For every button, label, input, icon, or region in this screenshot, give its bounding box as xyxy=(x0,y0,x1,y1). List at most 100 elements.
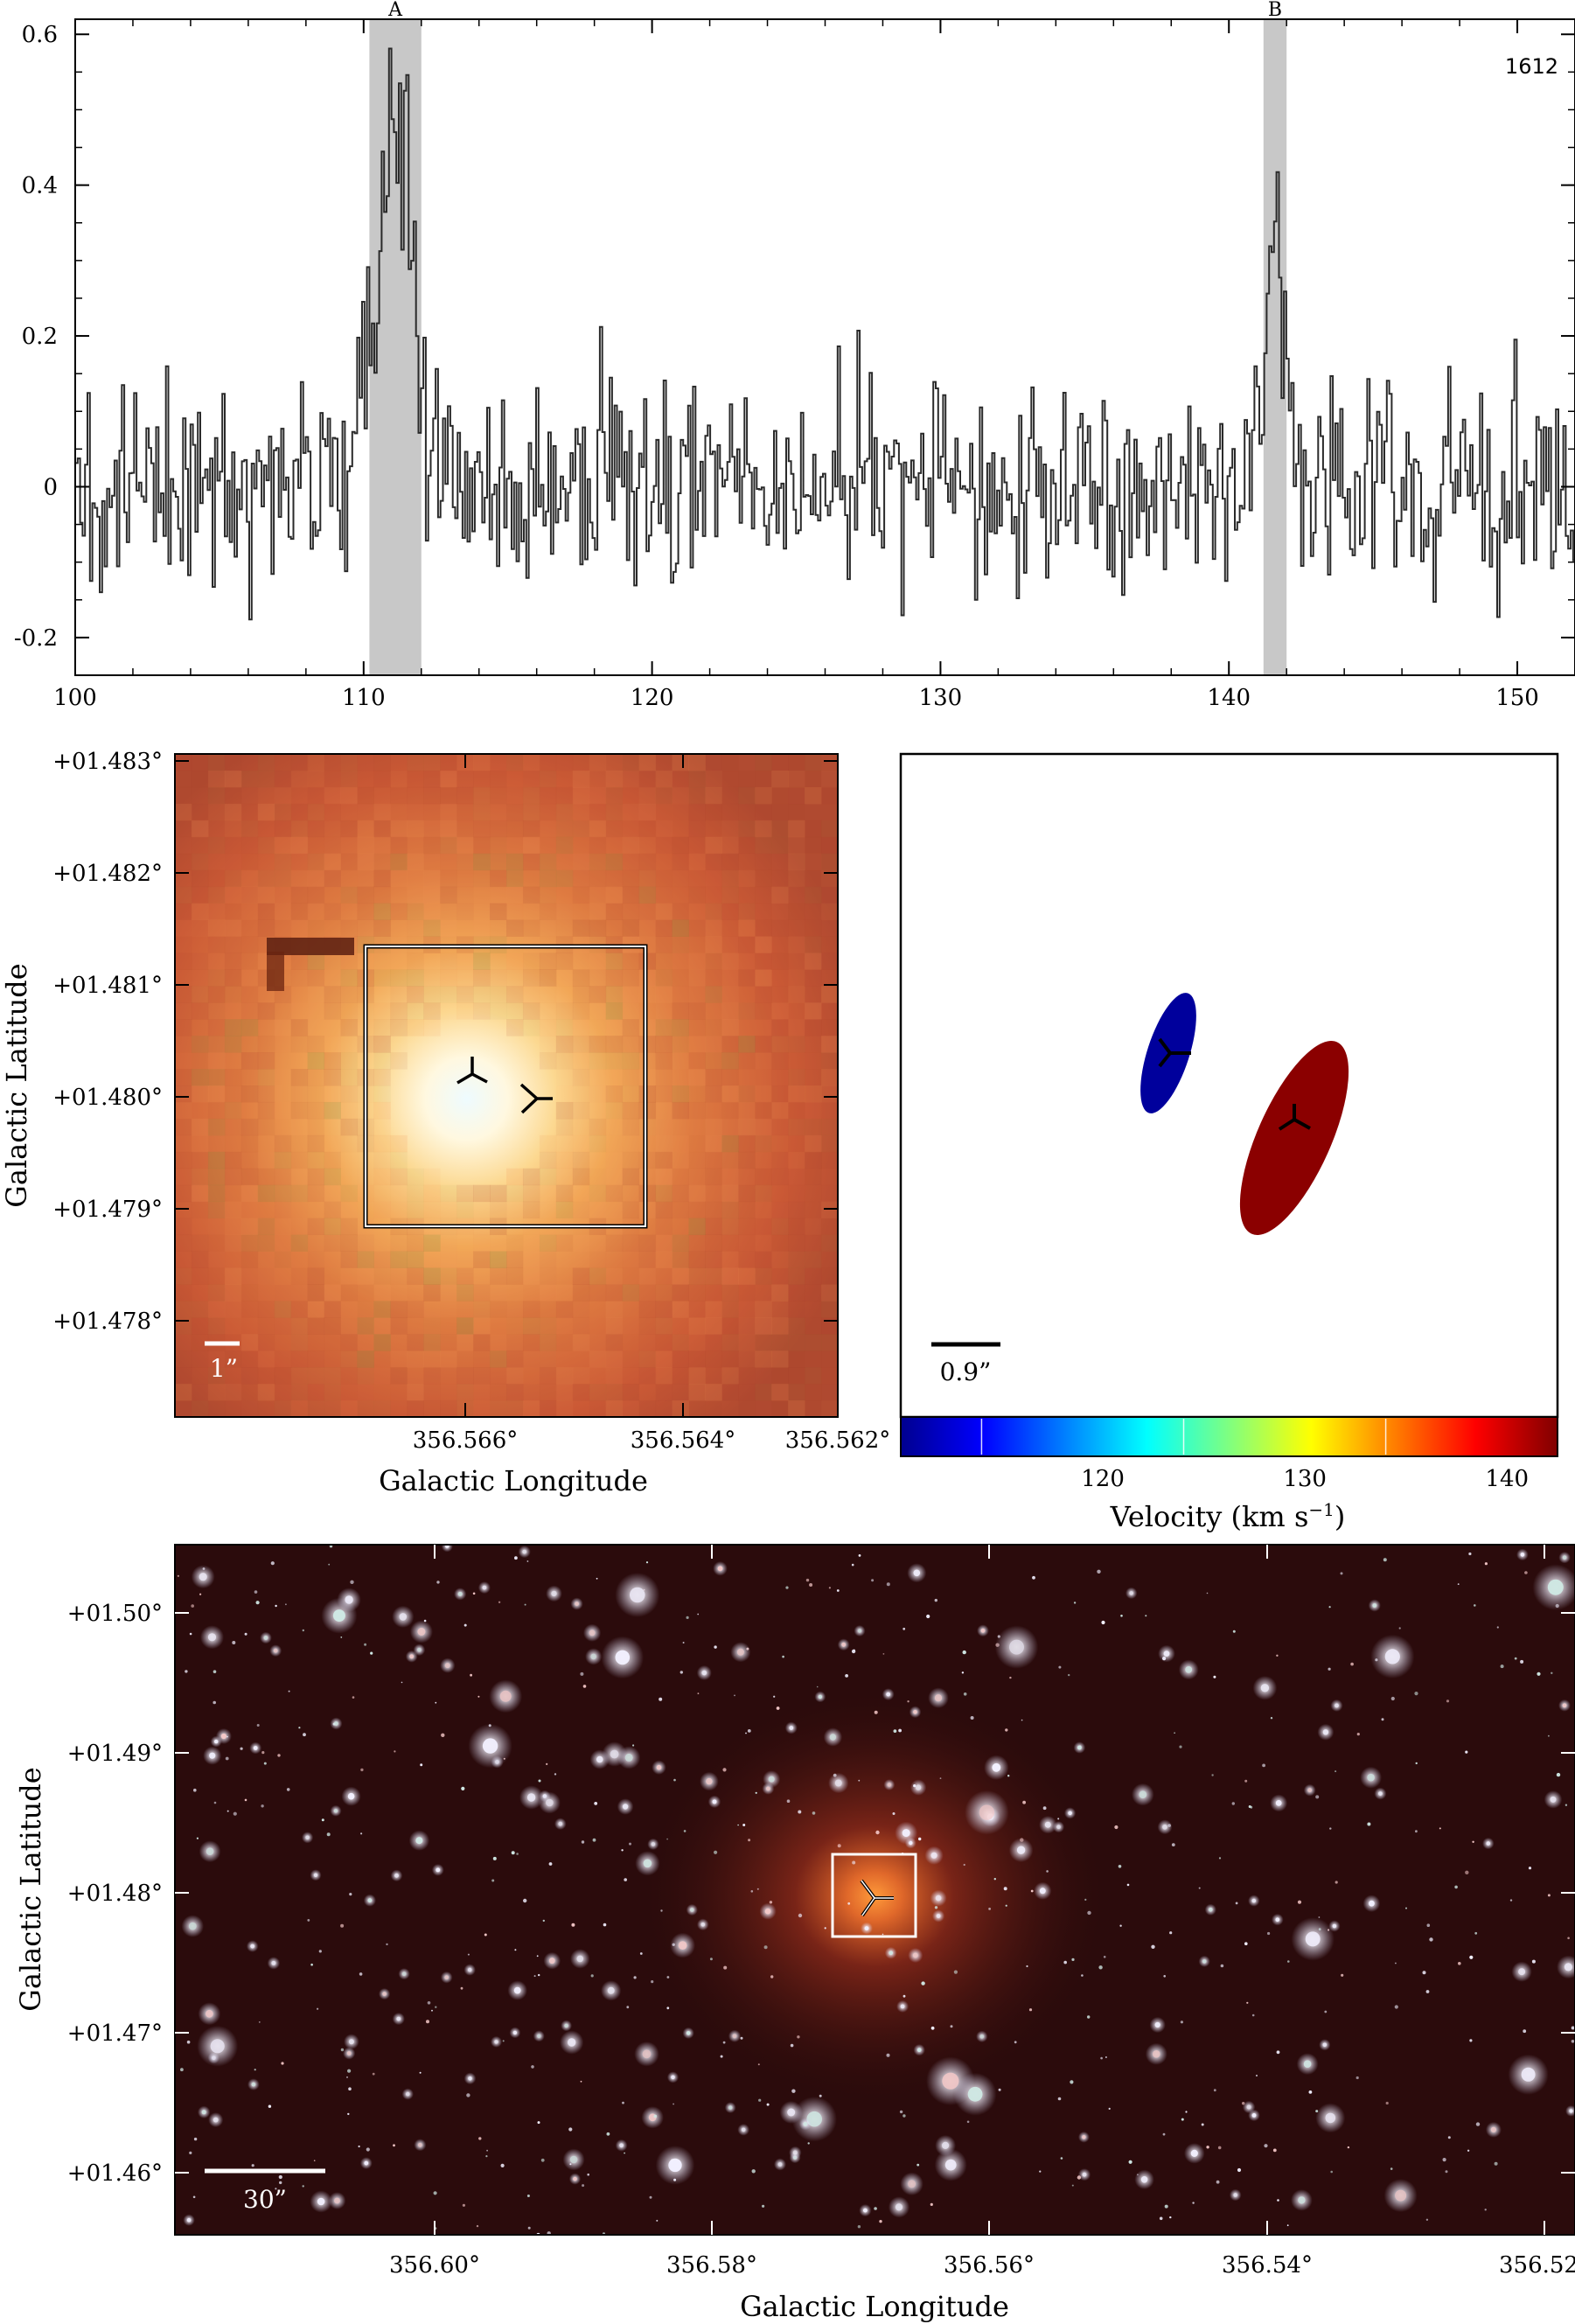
zoom-pixel xyxy=(622,1201,640,1219)
zoom-pixel xyxy=(390,770,408,788)
zoom-pixel xyxy=(208,1252,225,1268)
zoom-pixel xyxy=(357,919,374,937)
zoom-pixel xyxy=(357,1301,373,1317)
zoom-pixel xyxy=(274,836,292,855)
zoom-pixel xyxy=(805,969,822,987)
star xyxy=(1531,1959,1536,1964)
zoom-pixel xyxy=(589,786,607,805)
zoom-pixel xyxy=(274,1400,292,1417)
star xyxy=(819,2094,822,2097)
zoom-pixel xyxy=(225,986,241,1002)
zoom-pixel xyxy=(490,1184,507,1203)
zoom-pixel xyxy=(240,986,259,1003)
zoom-pixel xyxy=(638,869,657,888)
star xyxy=(484,1933,487,1937)
zoom-pixel xyxy=(638,1284,657,1302)
star xyxy=(1469,1955,1474,1959)
zoom-pixel xyxy=(175,1118,192,1136)
zoom-pixel xyxy=(539,770,557,788)
zoom-pixel xyxy=(207,953,226,970)
zoom-pixel xyxy=(721,1201,739,1219)
star xyxy=(516,1853,519,1855)
zoom-pixel xyxy=(788,1334,805,1351)
zoom-pixel xyxy=(456,969,474,987)
zoom-pixel xyxy=(721,1251,739,1268)
zoom-pixel xyxy=(506,820,524,838)
zoom-pixel xyxy=(688,953,706,970)
zoom-pixel xyxy=(522,1334,540,1351)
star xyxy=(900,2004,905,2009)
star xyxy=(886,1692,891,1697)
zoom-pixel xyxy=(340,820,358,838)
zoom-pixel xyxy=(324,1151,341,1169)
zoom-pixel xyxy=(191,1267,209,1285)
y-tick-label: +01.481° xyxy=(52,973,163,999)
star xyxy=(656,1764,662,1770)
zoom-pixel xyxy=(291,1052,308,1069)
zoom-pixel xyxy=(572,1301,590,1318)
zoom-pixel xyxy=(555,869,574,888)
zoom-pixel xyxy=(423,1284,441,1302)
zoom-pixel xyxy=(672,1002,689,1020)
zoom-pixel xyxy=(606,1135,623,1152)
zoom-pixel xyxy=(390,986,407,1002)
zoom-pixel xyxy=(556,1317,573,1334)
y-tick-label: 0.2 xyxy=(22,324,58,350)
star xyxy=(196,1837,199,1839)
star xyxy=(399,1613,408,1621)
star xyxy=(582,1685,587,1688)
star xyxy=(1082,2135,1086,2139)
zoom-pixel xyxy=(307,1317,325,1335)
zoom-pixel xyxy=(705,1134,722,1153)
zoom-pixel xyxy=(274,786,292,805)
star xyxy=(226,1810,229,1812)
zoom-pixel xyxy=(307,1101,325,1120)
zoom-pixel xyxy=(721,969,738,986)
zoom-pixel xyxy=(407,1384,424,1401)
star xyxy=(467,1953,470,1956)
zoom-pixel xyxy=(373,1235,390,1252)
star xyxy=(879,2220,882,2223)
star xyxy=(1180,2020,1183,2024)
zoom-pixel xyxy=(175,1036,192,1053)
zoom-pixel xyxy=(755,903,772,920)
zoom-pixel xyxy=(191,754,209,771)
zoom-pixel xyxy=(208,1135,225,1152)
star xyxy=(934,1598,938,1602)
star xyxy=(347,1792,355,1800)
star xyxy=(857,1629,862,1633)
zoom-pixel xyxy=(490,903,507,920)
zoom-pixel xyxy=(755,886,772,904)
zoom-pixel xyxy=(555,1301,574,1318)
star xyxy=(1524,1571,1528,1574)
zoom-pixel xyxy=(407,820,424,838)
star xyxy=(1101,1620,1105,1625)
zoom-pixel xyxy=(506,869,524,888)
zoom-pixel xyxy=(340,1301,358,1318)
zoom-pixel xyxy=(473,754,491,771)
zoom-pixel xyxy=(440,1301,456,1317)
zoom-pixel xyxy=(821,1102,838,1119)
star xyxy=(372,2072,375,2076)
star xyxy=(1468,1552,1472,1556)
zoom-pixel xyxy=(821,1251,838,1268)
star xyxy=(818,1694,823,1699)
zoom-pixel xyxy=(506,1400,524,1417)
zoom-pixel xyxy=(207,1317,226,1335)
star xyxy=(1129,1591,1133,1595)
zoom-pixel xyxy=(324,1036,341,1053)
zoom-pixel xyxy=(638,836,657,855)
zoom-pixel xyxy=(440,986,457,1003)
star xyxy=(963,1692,967,1696)
star xyxy=(913,1784,916,1788)
zoom-pixel xyxy=(721,820,739,838)
zoom-pixel xyxy=(821,986,838,1003)
zoom-pixel xyxy=(705,1267,722,1285)
zoom-pixel xyxy=(688,1002,706,1020)
zoom-pixel xyxy=(290,1400,309,1417)
star xyxy=(1044,1821,1051,1828)
star xyxy=(188,1922,197,1930)
zoom-pixel xyxy=(805,1301,821,1317)
zoom-pixel xyxy=(738,1367,756,1385)
star xyxy=(1251,1898,1257,1903)
